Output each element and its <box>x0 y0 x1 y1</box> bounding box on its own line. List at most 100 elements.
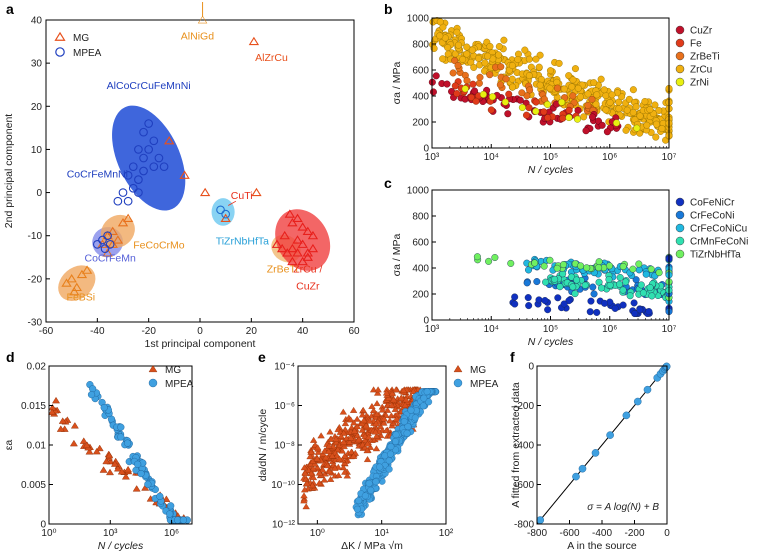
y-tick-label-f: -200 <box>514 401 534 412</box>
mg-point <box>124 465 133 473</box>
mpea-point <box>139 153 148 163</box>
legend-marker-b <box>675 25 685 35</box>
legend-marker-c <box>675 197 685 207</box>
zrbeti-point <box>475 79 483 87</box>
mg-point <box>374 386 382 393</box>
y-tick-label-f: 0 <box>528 362 534 373</box>
legend-label-c: CoFeNiCr <box>690 198 735 209</box>
zrcu-point <box>500 36 508 44</box>
y-tick-label-d: 0 <box>40 520 46 531</box>
sn-point-0 <box>511 293 519 301</box>
zrcu-point <box>652 120 660 128</box>
zrcu-point <box>546 84 554 92</box>
sn-point-4 <box>546 256 554 264</box>
mg-point <box>340 443 348 450</box>
mpea-point <box>149 162 159 172</box>
zrcu-point <box>439 55 447 63</box>
sn-point-0 <box>636 306 644 314</box>
mg-point <box>287 217 298 227</box>
cuzr-point <box>432 72 440 80</box>
mg-point <box>388 390 397 397</box>
mg-point <box>102 457 111 465</box>
mg-point <box>105 451 114 459</box>
legend-mpea-label: MPEA <box>73 48 102 59</box>
x-tick-label-c: 10³ <box>425 324 440 335</box>
sn-point-3 <box>569 283 577 291</box>
mpea-point <box>134 460 142 468</box>
sn-point-4 <box>491 254 499 262</box>
mg-point <box>349 452 358 459</box>
mg-point <box>325 447 333 454</box>
zrcu-point <box>486 42 494 50</box>
mg-point <box>70 422 79 429</box>
mg-point <box>287 256 298 266</box>
sn-point-0 <box>630 299 638 307</box>
cuzr-point <box>603 128 611 136</box>
x-tick-label-f: -400 <box>592 528 612 539</box>
sn-point-0 <box>525 302 533 310</box>
group-label-cocrfemnni: CoCrFeMnNi <box>67 168 128 180</box>
mpea-point <box>100 244 110 254</box>
mpea-point <box>92 239 102 249</box>
legend-mg-marker <box>54 31 66 41</box>
legend-label-c: CrFeCoNiCu <box>690 224 747 235</box>
group-label-cocrfemn: CoCrFeMn <box>85 253 137 265</box>
zrbeti-point <box>463 77 471 85</box>
mg-point <box>373 400 381 407</box>
y-tick-label-d: 0.02 <box>27 362 47 373</box>
mg-point <box>363 456 372 462</box>
zrcu-point <box>436 18 444 26</box>
zrcu-point <box>600 86 608 94</box>
mpea-point <box>134 175 143 184</box>
mg-point <box>382 427 390 434</box>
zrni-point <box>461 85 469 93</box>
zrbeti-point <box>497 63 505 71</box>
sn-point-3 <box>581 281 589 289</box>
mpea-point <box>137 470 145 478</box>
mg-point <box>354 436 363 443</box>
mpea-point <box>139 166 148 176</box>
zrcu-point <box>536 81 544 89</box>
mg-point <box>309 465 317 472</box>
zrbeti-point <box>502 75 510 83</box>
mg-point <box>373 410 381 417</box>
mg-point <box>362 422 370 429</box>
mpea-point <box>128 183 138 193</box>
mg-point <box>292 248 303 257</box>
mpea-point <box>144 119 154 128</box>
mpea-point <box>159 162 169 172</box>
sn-point-4 <box>553 264 561 272</box>
panel-a: -60 -40 -20 0 20 40 60 -30 -20 -10 0 10 20 30 40 1st pr… <box>3 2 360 350</box>
mpea-point <box>221 209 231 219</box>
legend-mg-marker-e <box>453 365 463 373</box>
mg-point <box>302 248 313 257</box>
mpea-point <box>134 145 143 154</box>
x-tick-label-b: 10³ <box>425 152 440 163</box>
mg-point <box>102 230 113 240</box>
mpea-point <box>113 196 123 206</box>
mg-point <box>372 420 380 427</box>
x-tick-label-d: 10⁶ <box>164 528 179 539</box>
mg-point <box>121 473 130 480</box>
mg-point <box>279 230 290 240</box>
zrbeti-point <box>584 101 592 109</box>
mg-point <box>380 415 388 422</box>
mg-point <box>220 213 231 223</box>
x-tick-label-b: 10⁴ <box>484 152 499 163</box>
legend-marker-c <box>675 236 685 246</box>
legend-label-c: CrMnFeCoNi <box>690 237 748 248</box>
legend-marker-b <box>675 51 685 61</box>
zrcu-point <box>553 78 561 86</box>
mpea-point <box>118 188 128 197</box>
sn-point-4 <box>540 262 548 270</box>
x-axis-label-b: N / cycles <box>528 164 574 176</box>
zrbeti-point <box>518 89 526 97</box>
mg-point <box>297 222 308 231</box>
sn-point-0 <box>554 294 562 302</box>
mpea-point <box>166 510 174 518</box>
sn-point-4 <box>559 261 567 269</box>
mpea-point <box>87 391 96 399</box>
sn-point-1 <box>523 279 531 287</box>
mg-point <box>363 447 371 454</box>
mpea-point <box>381 452 389 460</box>
